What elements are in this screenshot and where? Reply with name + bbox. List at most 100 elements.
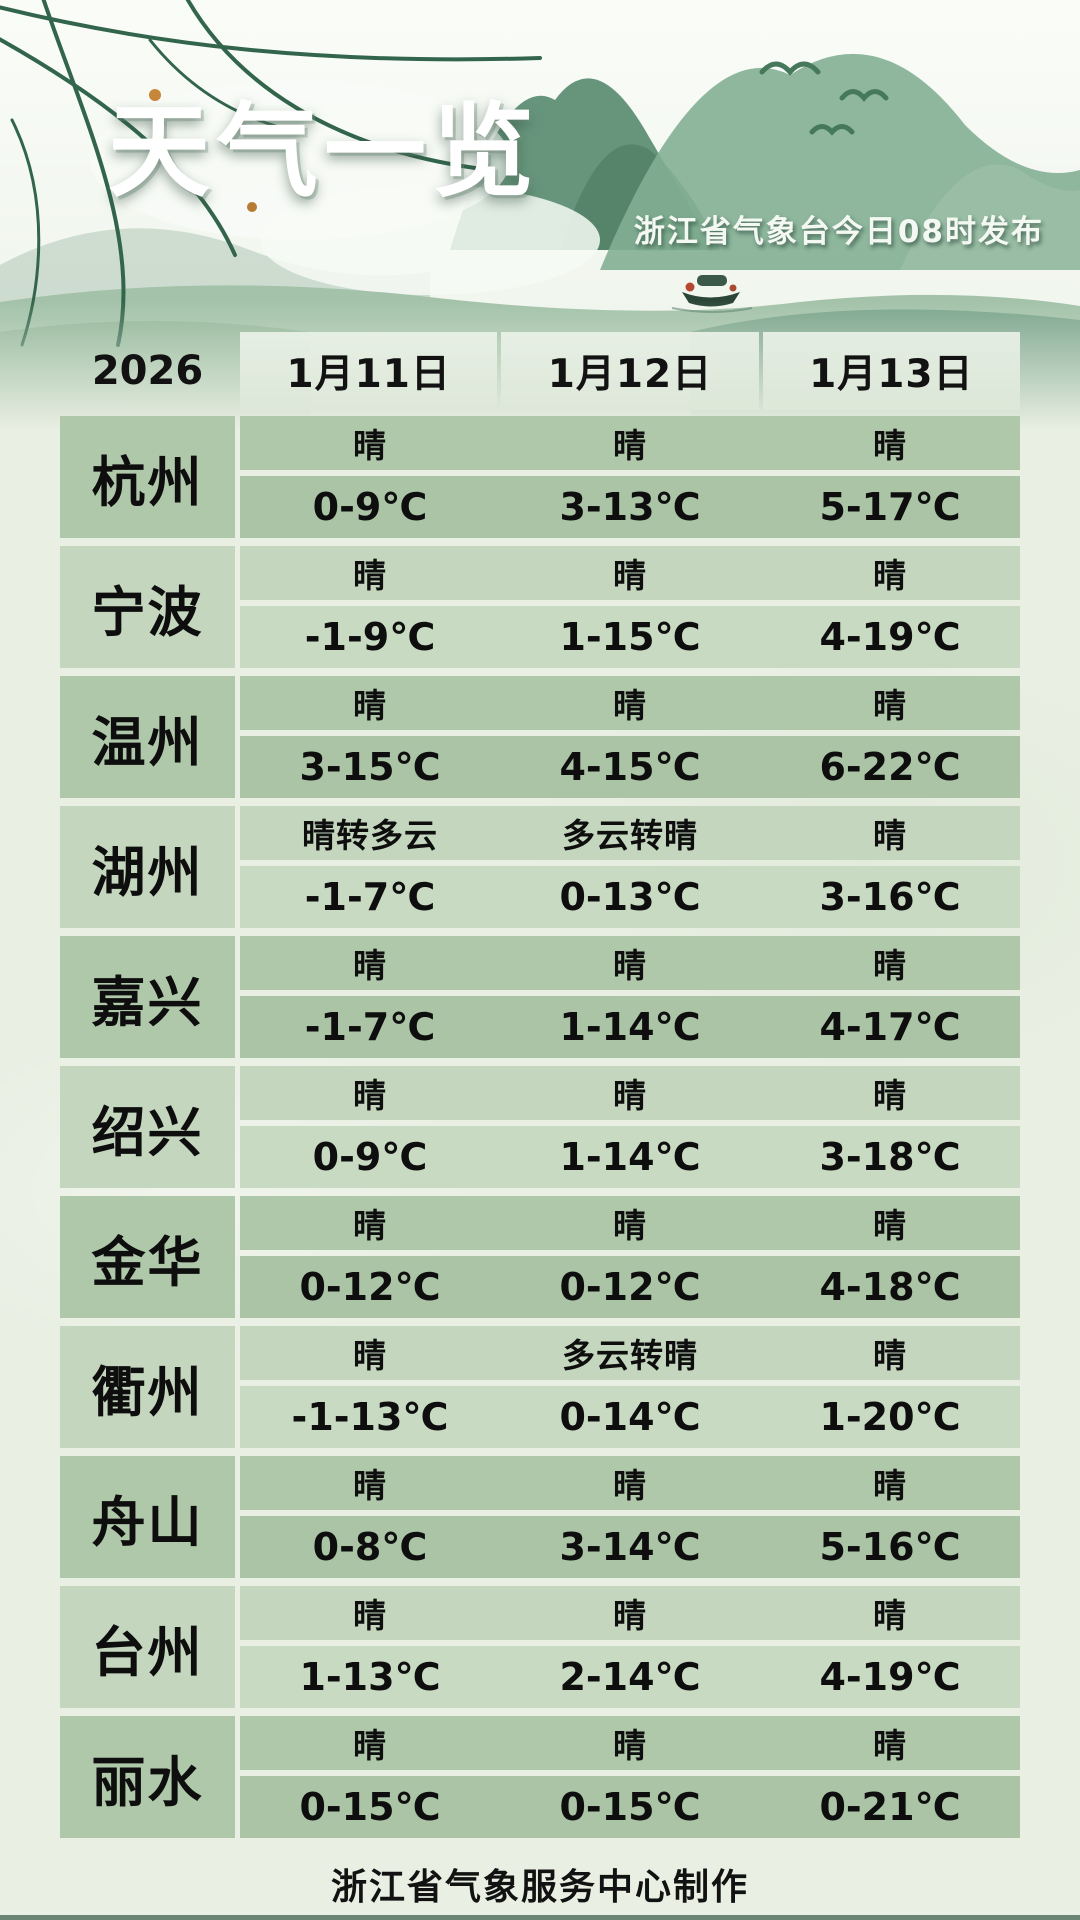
weather-value: 晴 bbox=[353, 556, 387, 595]
weather-value: 晴 bbox=[873, 426, 907, 465]
weather-value: 晴 bbox=[353, 1076, 387, 1115]
temp-band: -1-7℃ 0-13℃ 3-16℃ bbox=[240, 866, 1020, 928]
temp-band: 0-8℃ 3-14℃ 5-16℃ bbox=[240, 1516, 1020, 1578]
weather-value: 晴 bbox=[613, 686, 647, 725]
weather-value: 晴 bbox=[873, 1596, 907, 1635]
weather-value: 晴 bbox=[353, 426, 387, 465]
city-name: 嘉兴 bbox=[60, 936, 235, 1058]
temp-value: 0-15℃ bbox=[559, 1785, 701, 1829]
weather-band: 晴 多云转晴 晴 bbox=[240, 1326, 1020, 1380]
weather-value: 晴 bbox=[353, 1336, 387, 1375]
temp-value: 0-9℃ bbox=[312, 1135, 428, 1179]
weather-value: 晴 bbox=[873, 946, 907, 985]
city-name: 杭州 bbox=[60, 416, 235, 538]
temp-value: 5-16℃ bbox=[819, 1525, 961, 1569]
weather-value: 晴 bbox=[613, 1726, 647, 1765]
temp-value: 4-15℃ bbox=[559, 745, 701, 789]
city-name: 丽水 bbox=[60, 1716, 235, 1838]
page-title: 天气一览 bbox=[108, 93, 540, 212]
date-header-1: 1月11日 bbox=[240, 332, 498, 410]
weather-value: 晴 bbox=[613, 426, 647, 465]
temp-band: 0-12℃ 0-12℃ 4-18℃ bbox=[240, 1256, 1020, 1318]
weather-value: 晴 bbox=[873, 556, 907, 595]
footer-credit: 浙江省气象服务中心制作 bbox=[330, 1867, 749, 1908]
weather-value: 晴 bbox=[873, 1336, 907, 1375]
temp-band: 0-9℃ 3-13℃ 5-17℃ bbox=[240, 476, 1020, 538]
weather-value: 晴 bbox=[613, 556, 647, 595]
leaf-dot-icon bbox=[247, 202, 257, 212]
weather-value: 晴 bbox=[353, 1596, 387, 1635]
table-row: 湖州 晴转多云 多云转晴 晴 -1-7℃ 0-13℃ 3-16℃ bbox=[60, 806, 1020, 928]
table-row: 舟山 晴 晴 晴 0-8℃ 3-14℃ 5-16℃ bbox=[60, 1456, 1020, 1578]
weather-value: 晴 bbox=[873, 1206, 907, 1245]
temp-band: 0-15℃ 0-15℃ 0-21℃ bbox=[240, 1776, 1020, 1838]
date-header-3: 1月13日 bbox=[762, 332, 1020, 410]
city-name: 宁波 bbox=[60, 546, 235, 668]
weather-value: 晴 bbox=[873, 1076, 907, 1115]
temp-value: 0-14℃ bbox=[559, 1395, 701, 1439]
table-row: 嘉兴 晴 晴 晴 -1-7℃ 1-14℃ 4-17℃ bbox=[60, 936, 1020, 1058]
weather-value: 晴 bbox=[353, 1206, 387, 1245]
weather-value: 晴 bbox=[353, 686, 387, 725]
weather-value: 晴 bbox=[353, 1726, 387, 1765]
temp-value: -1-13℃ bbox=[291, 1395, 449, 1439]
temp-value: 1-14℃ bbox=[559, 1005, 701, 1049]
weather-band: 晴 晴 晴 bbox=[240, 416, 1020, 470]
weather-value: 晴 bbox=[873, 686, 907, 725]
city-name: 舟山 bbox=[60, 1456, 235, 1578]
temp-value: 3-15℃ bbox=[299, 745, 441, 789]
weather-band: 晴 晴 晴 bbox=[240, 546, 1020, 600]
city-name: 绍兴 bbox=[60, 1066, 235, 1188]
temp-band: 3-15℃ 4-15℃ 6-22℃ bbox=[240, 736, 1020, 798]
temp-value: 4-19℃ bbox=[819, 1655, 961, 1699]
weather-value: 晴 bbox=[353, 946, 387, 985]
date-header-2: 1月12日 bbox=[501, 332, 759, 410]
city-name: 温州 bbox=[60, 676, 235, 798]
temp-band: 0-9℃ 1-14℃ 3-18℃ bbox=[240, 1126, 1020, 1188]
weather-value: 多云转晴 bbox=[562, 816, 698, 855]
city-name: 湖州 bbox=[60, 806, 235, 928]
temp-band: 1-13℃ 2-14℃ 4-19℃ bbox=[240, 1646, 1020, 1708]
temp-value: 5-17℃ bbox=[819, 485, 961, 529]
bottom-edge-strip bbox=[0, 1915, 1080, 1920]
weather-band: 晴 晴 晴 bbox=[240, 1586, 1020, 1640]
temp-value: 0-15℃ bbox=[299, 1785, 441, 1829]
table-header-row: 2026 1月11日 1月12日 1月13日 bbox=[60, 332, 1020, 410]
temp-band: -1-9℃ 1-15℃ 4-19℃ bbox=[240, 606, 1020, 668]
temp-value: 3-13℃ bbox=[559, 485, 701, 529]
temp-band: -1-7℃ 1-14℃ 4-17℃ bbox=[240, 996, 1020, 1058]
weather-value: 晴 bbox=[353, 1466, 387, 1505]
weather-band: 晴 晴 晴 bbox=[240, 936, 1020, 990]
weather-band: 晴 晴 晴 bbox=[240, 1716, 1020, 1770]
temp-value: 1-13℃ bbox=[299, 1655, 441, 1699]
city-name: 衢州 bbox=[60, 1326, 235, 1448]
temp-value: 0-21℃ bbox=[819, 1785, 961, 1829]
table-row: 宁波 晴 晴 晴 -1-9℃ 1-15℃ 4-19℃ bbox=[60, 546, 1020, 668]
temp-value: 3-16℃ bbox=[819, 875, 961, 919]
table-row: 丽水 晴 晴 晴 0-15℃ 0-15℃ 0-21℃ bbox=[60, 1716, 1020, 1838]
temp-value: 1-20℃ bbox=[819, 1395, 961, 1439]
weather-band: 晴 晴 晴 bbox=[240, 1066, 1020, 1120]
table-row: 台州 晴 晴 晴 1-13℃ 2-14℃ 4-19℃ bbox=[60, 1586, 1020, 1708]
weather-value: 晴 bbox=[613, 1076, 647, 1115]
weather-value: 晴 bbox=[613, 1596, 647, 1635]
temp-value: -1-9℃ bbox=[304, 615, 436, 659]
temp-value: 4-18℃ bbox=[819, 1265, 961, 1309]
city-name: 金华 bbox=[60, 1196, 235, 1318]
weather-value: 晴 bbox=[613, 1466, 647, 1505]
temp-value: 6-22℃ bbox=[819, 745, 961, 789]
weather-value: 多云转晴 bbox=[562, 1336, 698, 1375]
mountain-far-right bbox=[900, 164, 1080, 270]
temp-value: 0-12℃ bbox=[559, 1265, 701, 1309]
weather-value: 晴 bbox=[613, 946, 647, 985]
temp-value: 2-14℃ bbox=[559, 1655, 701, 1699]
weather-value: 晴 bbox=[613, 1206, 647, 1245]
temp-value: 4-19℃ bbox=[819, 615, 961, 659]
temp-value: 3-14℃ bbox=[559, 1525, 701, 1569]
temp-value: 0-13℃ bbox=[559, 875, 701, 919]
temp-value: -1-7℃ bbox=[304, 1005, 436, 1049]
table-row: 金华 晴 晴 晴 0-12℃ 0-12℃ 4-18℃ bbox=[60, 1196, 1020, 1318]
temp-value: 0-8℃ bbox=[312, 1525, 428, 1569]
table-row: 杭州 晴 晴 晴 0-9℃ 3-13℃ 5-17℃ bbox=[60, 416, 1020, 538]
